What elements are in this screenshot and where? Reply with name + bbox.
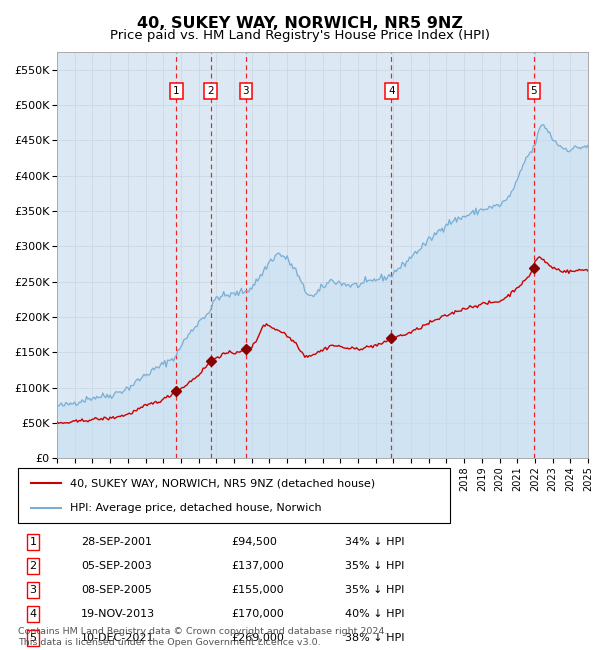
Text: 28-SEP-2001: 28-SEP-2001 bbox=[81, 537, 152, 547]
Text: 40, SUKEY WAY, NORWICH, NR5 9NZ (detached house): 40, SUKEY WAY, NORWICH, NR5 9NZ (detache… bbox=[70, 478, 375, 488]
Text: Price paid vs. HM Land Registry's House Price Index (HPI): Price paid vs. HM Land Registry's House … bbox=[110, 29, 490, 42]
Text: 38% ↓ HPI: 38% ↓ HPI bbox=[345, 633, 404, 643]
Text: 4: 4 bbox=[388, 86, 395, 96]
Text: 19-NOV-2013: 19-NOV-2013 bbox=[81, 609, 155, 619]
Text: 3: 3 bbox=[242, 86, 249, 96]
FancyBboxPatch shape bbox=[18, 468, 450, 523]
Text: 40% ↓ HPI: 40% ↓ HPI bbox=[345, 609, 404, 619]
Text: 2: 2 bbox=[207, 86, 214, 96]
Text: 34% ↓ HPI: 34% ↓ HPI bbox=[345, 537, 404, 547]
Text: 3: 3 bbox=[29, 585, 37, 595]
Text: £269,000: £269,000 bbox=[231, 633, 284, 643]
Text: 05-SEP-2003: 05-SEP-2003 bbox=[81, 561, 152, 571]
Text: 2: 2 bbox=[29, 561, 37, 571]
Text: Contains HM Land Registry data © Crown copyright and database right 2024.: Contains HM Land Registry data © Crown c… bbox=[18, 627, 388, 636]
Text: HPI: Average price, detached house, Norwich: HPI: Average price, detached house, Norw… bbox=[70, 503, 322, 513]
Text: This data is licensed under the Open Government Licence v3.0.: This data is licensed under the Open Gov… bbox=[18, 638, 320, 647]
Text: 5: 5 bbox=[530, 86, 537, 96]
Text: 08-SEP-2005: 08-SEP-2005 bbox=[81, 585, 152, 595]
Text: 5: 5 bbox=[29, 633, 37, 643]
Text: 1: 1 bbox=[173, 86, 180, 96]
Text: £170,000: £170,000 bbox=[231, 609, 284, 619]
Text: 4: 4 bbox=[29, 609, 37, 619]
Text: 35% ↓ HPI: 35% ↓ HPI bbox=[345, 561, 404, 571]
Text: 40, SUKEY WAY, NORWICH, NR5 9NZ: 40, SUKEY WAY, NORWICH, NR5 9NZ bbox=[137, 16, 463, 31]
Text: 10-DEC-2021: 10-DEC-2021 bbox=[81, 633, 155, 643]
Text: 35% ↓ HPI: 35% ↓ HPI bbox=[345, 585, 404, 595]
Text: £137,000: £137,000 bbox=[231, 561, 284, 571]
Text: £155,000: £155,000 bbox=[231, 585, 284, 595]
Text: 1: 1 bbox=[29, 537, 37, 547]
Text: £94,500: £94,500 bbox=[231, 537, 277, 547]
